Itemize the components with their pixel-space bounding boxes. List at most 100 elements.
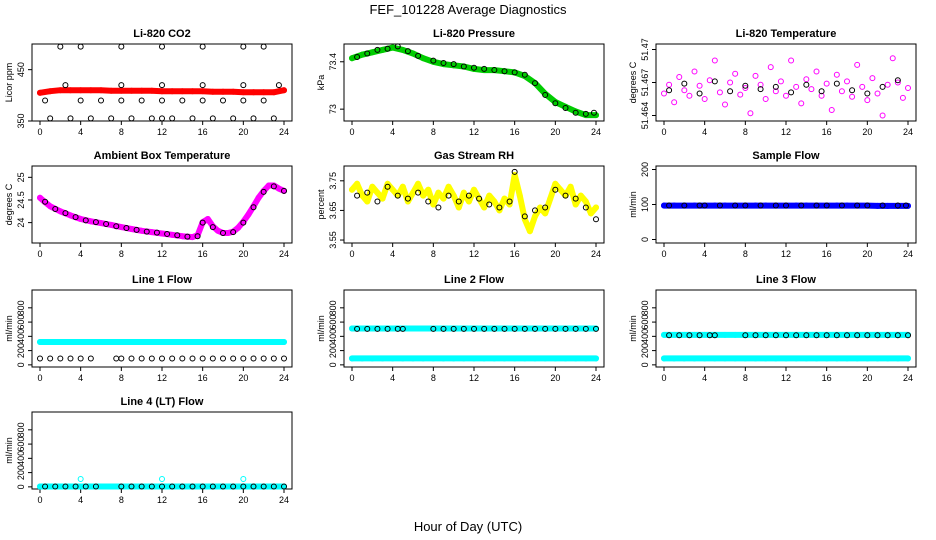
data-point bbox=[159, 339, 165, 346]
data-point bbox=[481, 65, 488, 72]
data-point bbox=[450, 325, 457, 332]
data-point bbox=[889, 55, 896, 62]
data-point bbox=[47, 339, 54, 346]
data-point bbox=[245, 211, 252, 218]
data-point bbox=[87, 218, 94, 225]
data-point bbox=[67, 212, 74, 219]
data-point bbox=[410, 355, 416, 362]
data-point bbox=[359, 192, 366, 199]
data-point bbox=[732, 70, 739, 77]
data-point bbox=[184, 233, 191, 240]
data-point bbox=[384, 183, 391, 190]
data-point bbox=[471, 186, 477, 193]
data-point bbox=[854, 332, 861, 339]
x-tick-label: 24 bbox=[903, 127, 913, 137]
data-point bbox=[742, 82, 749, 89]
data-point bbox=[681, 87, 688, 94]
data-point bbox=[159, 115, 165, 122]
data-point bbox=[902, 202, 909, 209]
data-point bbox=[148, 483, 155, 490]
data-point bbox=[661, 331, 667, 338]
data-point bbox=[113, 355, 120, 362]
data-point bbox=[864, 90, 871, 97]
data-point bbox=[47, 203, 54, 210]
data-point bbox=[572, 195, 579, 202]
data-point bbox=[722, 331, 728, 338]
data-point bbox=[354, 54, 361, 61]
y-tick-label: 0 bbox=[16, 362, 26, 367]
data-point bbox=[47, 88, 54, 95]
data-point bbox=[98, 483, 104, 490]
y-tick-label: 0 bbox=[640, 237, 650, 242]
data-point bbox=[108, 87, 115, 94]
data-point bbox=[209, 88, 216, 95]
data-point bbox=[220, 230, 226, 237]
data-point bbox=[108, 221, 115, 228]
x-tick-label: 24 bbox=[591, 127, 601, 137]
data-point bbox=[128, 339, 135, 346]
data-point bbox=[501, 325, 508, 332]
data-point bbox=[72, 214, 79, 221]
data-point bbox=[281, 355, 287, 362]
data-point bbox=[864, 355, 871, 362]
data-point bbox=[874, 90, 881, 97]
data-point bbox=[577, 192, 584, 199]
data-point bbox=[92, 483, 99, 490]
data-point bbox=[98, 339, 104, 346]
x-tick-label: 0 bbox=[349, 249, 354, 259]
data-point bbox=[460, 325, 467, 332]
x-tick-label: 16 bbox=[198, 495, 208, 505]
data-point bbox=[399, 183, 406, 190]
chart-panel-7: Line 1 Flow ml/min 0 4 8 12 16 20 24 0 20040060080… bbox=[4, 274, 293, 383]
panel-title: Sample Flow bbox=[752, 150, 820, 162]
data-point bbox=[189, 355, 196, 362]
data-point bbox=[77, 355, 84, 362]
data-point bbox=[240, 219, 247, 226]
series-2 bbox=[666, 77, 901, 97]
data-point bbox=[884, 332, 891, 339]
panel-title: Li-820 Temperature bbox=[736, 28, 837, 40]
data-point bbox=[747, 110, 754, 117]
series-2 bbox=[666, 202, 909, 209]
data-point bbox=[103, 220, 110, 227]
data-point bbox=[491, 355, 498, 362]
data-point bbox=[542, 325, 549, 332]
y-tick-label: 400 bbox=[16, 451, 26, 466]
data-point bbox=[118, 97, 125, 104]
data-point bbox=[783, 332, 789, 339]
data-point bbox=[199, 483, 206, 490]
data-point bbox=[159, 82, 165, 89]
x-tick-label: 24 bbox=[279, 495, 289, 505]
series-1 bbox=[349, 355, 599, 362]
data-point bbox=[823, 80, 830, 87]
y-tick-label: 24.5 bbox=[16, 191, 26, 209]
data-point bbox=[37, 483, 43, 490]
data-point bbox=[537, 204, 544, 211]
data-point bbox=[349, 355, 355, 362]
data-point bbox=[491, 325, 498, 332]
data-point bbox=[260, 483, 267, 490]
data-point bbox=[671, 202, 678, 209]
panel-title: Line 1 Flow bbox=[132, 274, 192, 286]
data-point bbox=[716, 202, 723, 209]
data-point bbox=[189, 234, 196, 241]
data-point bbox=[240, 476, 247, 483]
data-point bbox=[199, 88, 206, 95]
data-point bbox=[374, 198, 381, 205]
data-point bbox=[214, 227, 221, 234]
data-point bbox=[108, 339, 115, 346]
data-point bbox=[823, 332, 830, 339]
x-tick-label: 20 bbox=[550, 249, 560, 259]
x-tick-label: 20 bbox=[862, 373, 872, 383]
series-2 bbox=[661, 331, 911, 338]
data-point bbox=[833, 80, 840, 87]
data-point bbox=[727, 79, 734, 86]
panel-title: Li-820 Pressure bbox=[433, 28, 515, 40]
data-point bbox=[593, 325, 599, 332]
x-tick-label: 4 bbox=[702, 127, 707, 137]
data-point bbox=[813, 68, 820, 75]
data-point bbox=[905, 332, 911, 339]
data-point bbox=[732, 202, 739, 209]
data-point bbox=[159, 355, 165, 362]
y-tick-label: 24 bbox=[16, 218, 26, 228]
